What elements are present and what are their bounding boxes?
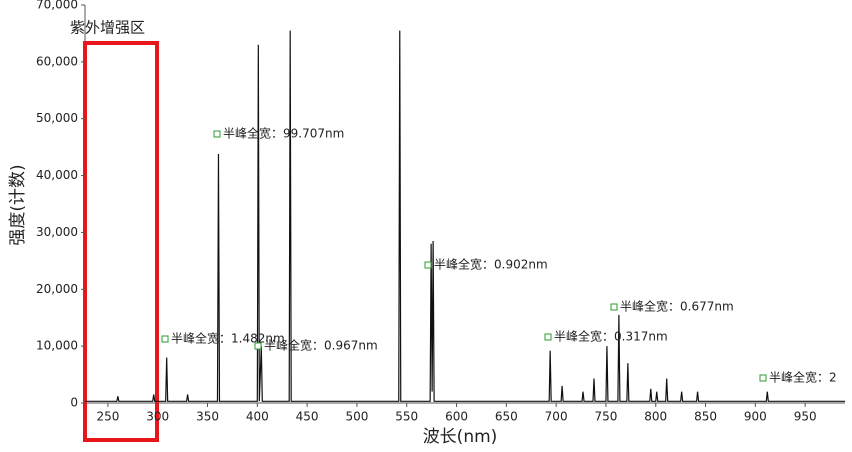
x-tick-label: 950 <box>794 410 817 424</box>
annotation-marker <box>759 374 767 382</box>
highlight-box <box>83 41 159 442</box>
x-tick-label: 750 <box>594 410 617 424</box>
region-label: 紫外增强区 <box>70 19 145 37</box>
y-tick-label: 0 <box>70 396 78 410</box>
annotation-marker <box>610 303 618 311</box>
x-tick-label: 300 <box>146 410 169 424</box>
annotation: 半峰全宽：0.967nm <box>264 338 378 353</box>
y-tick-label: 70,000 <box>36 0 78 12</box>
x-tick-label: 600 <box>445 410 468 424</box>
annotation: 半峰全宽：0.317nm <box>554 329 668 344</box>
y-tick-label: 30,000 <box>36 225 78 239</box>
annotation-marker <box>544 333 552 341</box>
x-tick-label: 850 <box>694 410 717 424</box>
y-tick-label: 40,000 <box>36 168 78 182</box>
annotation-marker <box>424 261 432 269</box>
annotation: 半峰全宽：99.707nm <box>223 126 344 141</box>
x-tick-label: 550 <box>395 410 418 424</box>
annotation-marker <box>213 130 221 138</box>
annotation-marker <box>161 335 169 343</box>
y-tick-label: 60,000 <box>36 54 78 68</box>
y-axis-title: 强度(计数) <box>8 164 28 245</box>
x-tick-label: 650 <box>495 410 518 424</box>
x-tick-label: 800 <box>644 410 667 424</box>
annotation: 半峰全宽：1.482nm <box>171 331 285 346</box>
x-tick-label: 250 <box>96 410 119 424</box>
x-tick-label: 350 <box>196 410 219 424</box>
x-tick-label: 500 <box>345 410 368 424</box>
spectrum-line <box>85 30 845 402</box>
x-tick-label: 700 <box>545 410 568 424</box>
annotation: 半峰全宽：2 <box>769 370 837 385</box>
y-tick-label: 20,000 <box>36 282 78 296</box>
x-tick-label: 900 <box>744 410 767 424</box>
x-axis-title: 波长(nm) <box>423 427 498 447</box>
annotation: 半峰全宽：0.677nm <box>620 299 734 314</box>
x-tick-label: 450 <box>296 410 319 424</box>
annotation: 半峰全宽：0.902nm <box>434 257 548 272</box>
y-tick-label: 10,000 <box>36 339 78 353</box>
x-tick-label: 400 <box>246 410 269 424</box>
annotation-marker <box>254 342 262 350</box>
y-tick-label: 50,000 <box>36 111 78 125</box>
